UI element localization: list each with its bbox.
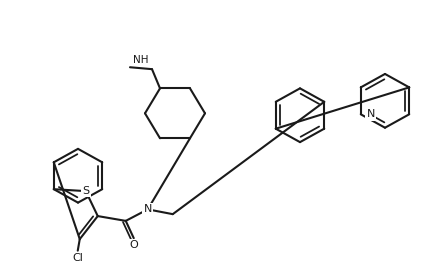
Text: N: N [367,109,375,119]
Text: S: S [82,186,89,196]
Text: N: N [144,204,152,214]
Text: NH: NH [133,54,148,64]
Text: Cl: Cl [72,253,83,262]
Text: O: O [130,240,138,250]
